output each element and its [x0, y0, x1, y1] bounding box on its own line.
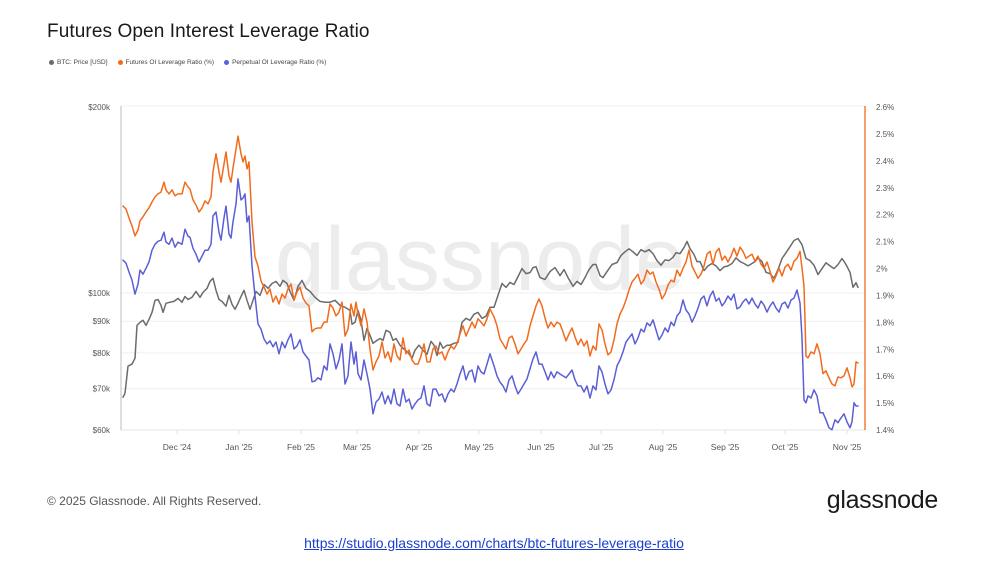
legend-label: BTC: Price [USD]	[57, 59, 108, 66]
y-right-tick-label: 2.5%	[876, 130, 894, 139]
btc-price-line	[122, 237, 859, 398]
x-tick-label: Aug '25	[649, 442, 678, 452]
y-right-tick-label: 2%	[876, 265, 888, 274]
x-tick-label: Oct '25	[772, 442, 799, 452]
legend-dot-icon	[49, 60, 54, 65]
x-tick-label: Jan '25	[225, 442, 252, 452]
x-tick-label: Mar '25	[343, 442, 371, 452]
y-right-tick-label: 1.7%	[876, 345, 894, 354]
x-tick-label: Nov '25	[833, 442, 862, 452]
chart-title: Futures Open Interest Leverage Ratio	[47, 21, 370, 42]
perpetual-oi-leverage-line	[122, 178, 859, 431]
legend-dot-icon	[117, 60, 123, 65]
watermark-logo: glassnode	[275, 210, 685, 310]
futures-oi-leverage-line	[122, 135, 859, 388]
y-left-tick-label: $80k	[93, 349, 111, 358]
chart-source-link[interactable]: https://studio.glassnode.com/charts/btc-…	[304, 535, 684, 551]
series-lines	[122, 135, 859, 431]
y-right-tick-label: 2.1%	[876, 238, 894, 247]
y-right-tick-label: 1.5%	[876, 399, 894, 408]
y-left-tick-label: $90k	[93, 317, 111, 326]
legend-label: Futures OI Leverage Ratio (%)	[125, 59, 215, 66]
legend-item-btc-price[interactable]: BTC: Price [USD]	[49, 59, 108, 66]
x-tick-label: Jul '25	[589, 442, 614, 452]
x-tick-label: Feb '25	[287, 442, 315, 452]
y-right-tick-label: 1.8%	[876, 318, 894, 327]
glassnode-logo: glassnode	[826, 486, 939, 514]
y-left-tick-label: $70k	[93, 385, 111, 394]
y-right-tick-label: 1.4%	[876, 426, 894, 435]
y-left-tick-label: $200k	[88, 103, 111, 112]
y-left-tick-label: $60k	[93, 426, 111, 435]
x-tick-label: Sep '25	[711, 442, 740, 452]
x-tick-label: Jun '25	[527, 442, 554, 452]
y-right-tick-label: 2.6%	[876, 103, 894, 112]
y-right-tick-label: 2.2%	[876, 211, 894, 220]
legend-item-perpetual-oi[interactable]: Perpetual OI Leverage Ratio (%)	[224, 59, 326, 66]
tick-labels: $200k $100k $90k $80k $70k $60k 2.6% 2.5% 2.4% 2.…	[88, 103, 894, 452]
y-right-tick-label: 1.6%	[876, 372, 894, 381]
copyright-text: © 2025 Glassnode. All Rights Reserved.	[47, 494, 262, 508]
y-right-tick-label: 1.9%	[876, 291, 894, 300]
y-right-tick-label: 2.4%	[876, 157, 894, 166]
axes	[120, 105, 866, 434]
x-tick-label: Dec '24	[163, 442, 192, 452]
legend: BTC: Price [USD] Futures OI Leverage Rat…	[49, 59, 326, 66]
y-left-tick-label: $100k	[88, 289, 111, 298]
x-tick-label: Apr '25	[406, 442, 433, 452]
y-right-tick-label: 2.3%	[876, 184, 894, 193]
legend-label: Perpetual OI Leverage Ratio (%)	[232, 59, 327, 66]
legend-item-futures-oi[interactable]: Futures OI Leverage Ratio (%)	[117, 59, 215, 66]
legend-dot-icon	[224, 60, 230, 65]
x-tick-label: May '25	[464, 442, 494, 452]
